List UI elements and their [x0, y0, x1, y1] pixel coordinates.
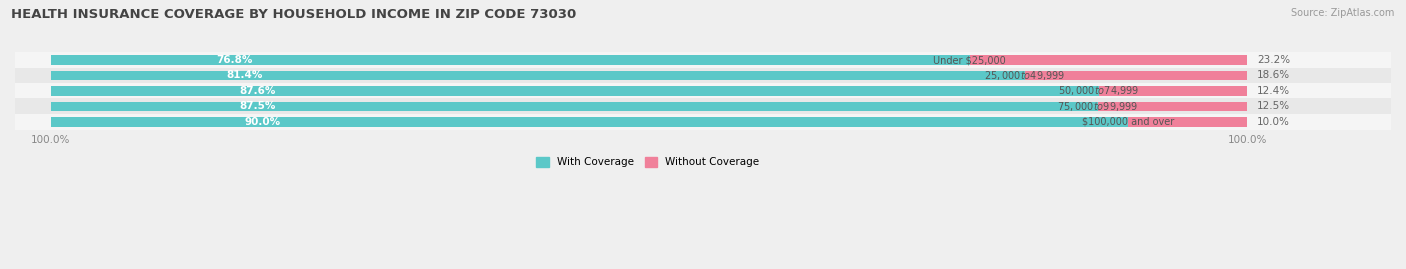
Bar: [51, 117, 1128, 127]
Bar: [51, 117, 1247, 127]
Text: 10.0%: 10.0%: [1257, 117, 1289, 127]
Bar: [0, 83, 1406, 99]
Text: 87.5%: 87.5%: [239, 101, 276, 111]
Text: Under $25,000: Under $25,000: [934, 55, 1007, 65]
Text: 81.4%: 81.4%: [226, 70, 263, 80]
Text: $75,000 to $99,999: $75,000 to $99,999: [1057, 100, 1139, 113]
Text: 18.6%: 18.6%: [1257, 70, 1291, 80]
Bar: [51, 55, 1247, 65]
Text: Source: ZipAtlas.com: Source: ZipAtlas.com: [1291, 8, 1395, 18]
Text: 87.6%: 87.6%: [239, 86, 276, 96]
Bar: [51, 86, 1247, 96]
Bar: [51, 55, 970, 65]
Bar: [51, 71, 1025, 80]
Text: $25,000 to $49,999: $25,000 to $49,999: [984, 69, 1066, 82]
Text: $50,000 to $74,999: $50,000 to $74,999: [1059, 84, 1140, 97]
Text: $100,000 and over: $100,000 and over: [1081, 117, 1174, 127]
Bar: [1099, 86, 1247, 96]
Bar: [51, 102, 1098, 111]
Bar: [0, 114, 1406, 130]
Text: 12.5%: 12.5%: [1257, 101, 1291, 111]
Bar: [1128, 117, 1247, 127]
Text: 23.2%: 23.2%: [1257, 55, 1291, 65]
Bar: [51, 86, 1099, 96]
Bar: [0, 52, 1406, 68]
Text: HEALTH INSURANCE COVERAGE BY HOUSEHOLD INCOME IN ZIP CODE 73030: HEALTH INSURANCE COVERAGE BY HOUSEHOLD I…: [11, 8, 576, 21]
Bar: [1098, 102, 1247, 111]
Bar: [51, 102, 1247, 111]
Bar: [0, 68, 1406, 83]
Text: 12.4%: 12.4%: [1257, 86, 1291, 96]
Text: 76.8%: 76.8%: [217, 55, 253, 65]
Legend: With Coverage, Without Coverage: With Coverage, Without Coverage: [533, 153, 763, 172]
Text: 90.0%: 90.0%: [245, 117, 281, 127]
Bar: [970, 55, 1247, 65]
Bar: [0, 98, 1406, 114]
Bar: [1025, 71, 1247, 80]
Bar: [51, 71, 1247, 80]
